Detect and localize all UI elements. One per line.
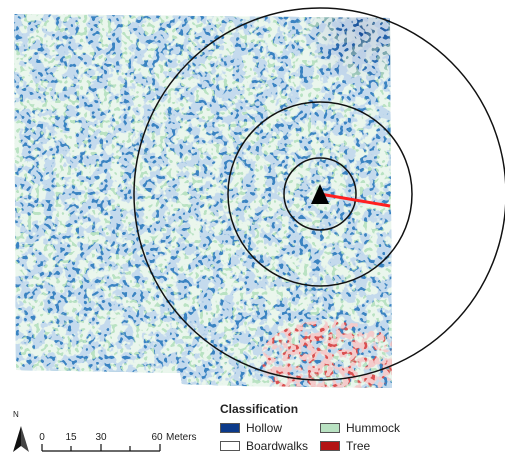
boardwalk-area xyxy=(14,14,392,388)
classified-raster xyxy=(14,14,392,388)
north-label: N xyxy=(13,410,19,419)
legend-label-hummock: Hummock xyxy=(346,421,401,435)
legend-item-tree: Tree xyxy=(320,439,370,453)
tree-swatch xyxy=(320,441,340,451)
scale-tick-15: 15 xyxy=(65,432,77,443)
scale-bar: 0 15 30 60 Meters xyxy=(39,432,197,452)
legend-title: Classification xyxy=(220,402,299,416)
scale-tick-60: 60 xyxy=(151,432,163,443)
scale-unit: Meters xyxy=(166,432,197,443)
legend-label-tree: Tree xyxy=(346,439,371,453)
legend-item-hollow: Hollow xyxy=(220,421,282,435)
boardwalks-swatch xyxy=(220,441,240,451)
triangle-marker-icon xyxy=(311,184,329,204)
scale-tick-30: 30 xyxy=(95,432,107,443)
legend-item-boardwalks: Boardwalks xyxy=(220,439,308,453)
hollow-swatch xyxy=(220,423,240,433)
hummock-swatch xyxy=(320,423,340,433)
north-arrow-icon xyxy=(13,426,29,452)
legend-item-hummock: Hummock xyxy=(320,421,400,435)
buffer-ring-inner xyxy=(283,157,357,231)
scale-tick-0: 0 xyxy=(39,432,45,443)
buffer-ring-outer xyxy=(133,7,505,381)
legend-label-hollow: Hollow xyxy=(246,421,283,435)
red-sightline xyxy=(319,192,391,208)
buffer-ring-middle xyxy=(227,101,413,287)
legend-label-boardwalks: Boardwalks xyxy=(246,439,309,453)
